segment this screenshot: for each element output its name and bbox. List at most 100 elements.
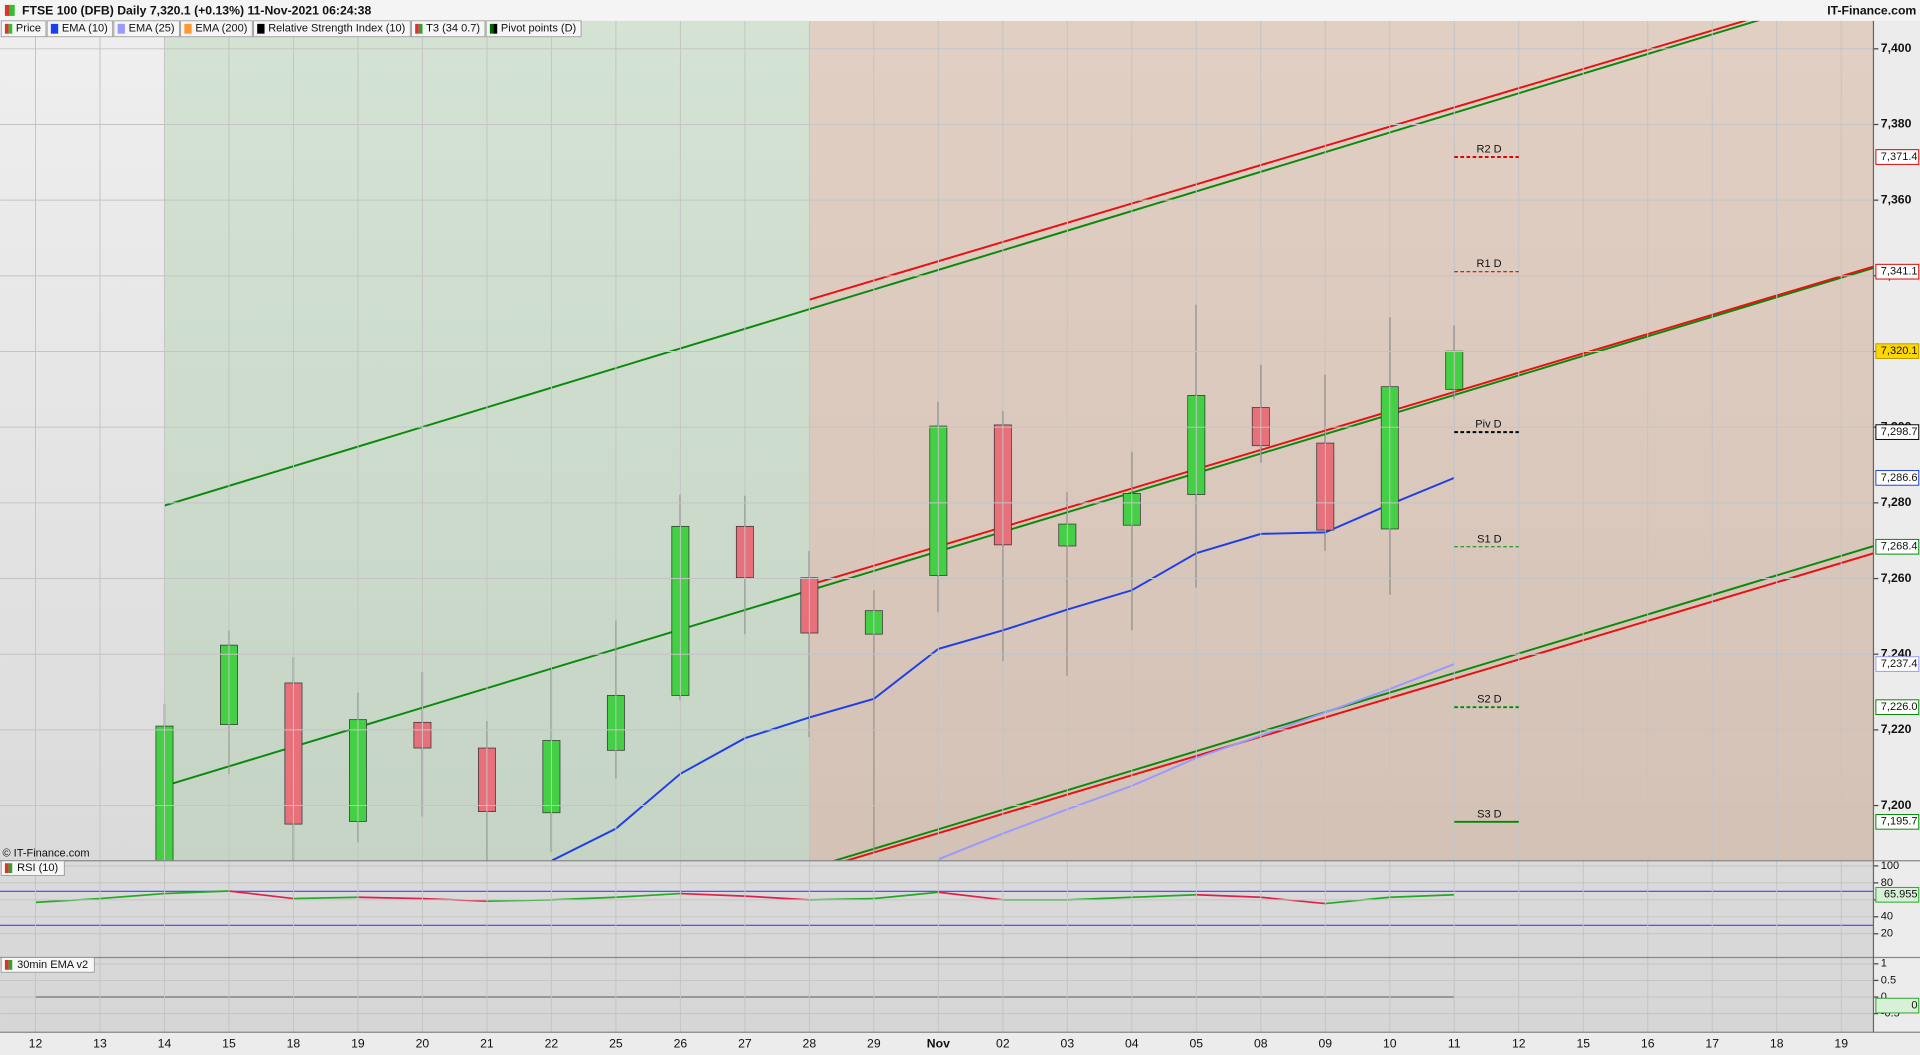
legend-swatch bbox=[50, 23, 59, 34]
x-tick-label: 15 bbox=[222, 1037, 236, 1051]
channel-line bbox=[809, 265, 1874, 586]
channel-line bbox=[164, 267, 1874, 787]
rsi-segment bbox=[1325, 896, 1390, 905]
legend-box bbox=[113, 20, 180, 38]
legend-item: EMA (200) bbox=[180, 20, 253, 38]
panel-title: 30min EMA v2 bbox=[17, 959, 88, 971]
pivot-value-label-box bbox=[1875, 699, 1920, 716]
panel bbox=[155, 20, 1874, 861]
rsi-segment bbox=[1196, 893, 1261, 899]
pivot-value-label-box bbox=[1875, 813, 1920, 830]
price-label-box bbox=[1875, 343, 1920, 359]
y-tick-label: 0 bbox=[1881, 991, 1887, 1003]
rsi-segment bbox=[164, 890, 229, 895]
legend-label: EMA (25) bbox=[129, 23, 175, 35]
legend-label: EMA (10) bbox=[62, 23, 108, 35]
pivot-label: S3 D bbox=[1477, 808, 1502, 820]
y-tick-label: 7,400 bbox=[1881, 41, 1912, 55]
price-label: 7,320.1 bbox=[1881, 345, 1918, 357]
x-tick-label: 17 bbox=[1705, 1037, 1719, 1051]
x-tick-label: 27 bbox=[738, 1037, 752, 1051]
panel-title-icon bbox=[4, 959, 9, 970]
rsi-segment bbox=[615, 892, 681, 899]
pivot-value-label: 7,226.0 bbox=[1881, 701, 1918, 713]
x-tick-label: 04 bbox=[1125, 1037, 1139, 1051]
x-tick-label: 10 bbox=[1383, 1037, 1397, 1051]
legend-swatch bbox=[8, 23, 13, 34]
x-tick-label: 05 bbox=[1190, 1037, 1204, 1051]
legend-swatch bbox=[415, 23, 419, 34]
rsi-segment bbox=[744, 895, 810, 901]
legend-item: EMA (10) bbox=[46, 20, 114, 38]
legend-box bbox=[0, 20, 47, 38]
y-tick-label: 20 bbox=[1881, 928, 1893, 940]
pivot-value-label: 7,298.7 bbox=[1881, 426, 1918, 438]
panel-title-box bbox=[0, 957, 95, 973]
pivot-value-label-box bbox=[1875, 149, 1920, 165]
chart-title: FTSE 100 (DFB) Daily 7,320.1 (+0.13%) 11… bbox=[22, 3, 371, 17]
pivot-value-label-box bbox=[1875, 538, 1920, 555]
x-tick-label: 13 bbox=[93, 1037, 107, 1051]
series-value-label-box bbox=[1875, 656, 1920, 672]
pivot-label: Piv D bbox=[1475, 419, 1501, 431]
x-tick-label: 16 bbox=[1641, 1037, 1655, 1051]
legend-item: Price bbox=[0, 20, 47, 38]
legend-item: T3 (34 0.7) bbox=[411, 20, 486, 38]
legend-box bbox=[46, 20, 114, 38]
x-tick-label: 25 bbox=[609, 1037, 623, 1051]
x-tick-label: 19 bbox=[1834, 1037, 1848, 1051]
x-tick-label: 11 bbox=[1448, 1037, 1461, 1051]
rsi-segment bbox=[293, 896, 358, 900]
ema30-value-label: 0 bbox=[1911, 1000, 1917, 1012]
x-tick-label: 02 bbox=[996, 1037, 1010, 1051]
pivot-label: S1 D bbox=[1477, 533, 1502, 545]
rsi-segment bbox=[1131, 893, 1197, 899]
ema30-value-label-box bbox=[1875, 997, 1920, 1014]
pivot-label: R1 D bbox=[1477, 258, 1502, 270]
y-tick-label: 7,280 bbox=[1881, 495, 1912, 509]
rsi-value-label-box bbox=[1875, 886, 1920, 903]
rsi-segment bbox=[938, 891, 1003, 901]
legend-label: Relative Strength Index (10) bbox=[268, 23, 405, 35]
legend-box bbox=[485, 20, 582, 38]
x-tick-label: 08 bbox=[1254, 1037, 1268, 1051]
channel-shade bbox=[809, 20, 1874, 861]
y-tick-label: 7,260 bbox=[1881, 571, 1912, 585]
pivot-value-label: 7,371.4 bbox=[1881, 151, 1918, 163]
legend-swatch bbox=[257, 23, 265, 34]
x-tick-label: 20 bbox=[416, 1037, 430, 1051]
pivot-label: R2 D bbox=[1477, 144, 1502, 156]
rsi-segment bbox=[99, 892, 165, 900]
y-tick-label: 1 bbox=[1881, 958, 1887, 970]
legend-box bbox=[180, 20, 253, 38]
x-tick-label: 18 bbox=[1770, 1037, 1784, 1051]
series-value-label: 7,286.6 bbox=[1881, 472, 1918, 484]
x-tick-label: 29 bbox=[867, 1037, 881, 1051]
x-tick-label: 21 bbox=[480, 1037, 494, 1051]
x-tick-label: 28 bbox=[803, 1037, 817, 1051]
rsi-segment bbox=[1389, 893, 1455, 899]
x-tick-label: 19 bbox=[351, 1037, 365, 1051]
pivot-value-label: 7,268.4 bbox=[1881, 541, 1918, 553]
panel-title-box bbox=[0, 860, 65, 876]
y-tick-label: 100 bbox=[1881, 860, 1899, 872]
x-tick-label: 12 bbox=[29, 1037, 43, 1051]
x-tick-label: 12 bbox=[1512, 1037, 1526, 1051]
x-tick-label: 03 bbox=[1061, 1037, 1075, 1051]
title-icon bbox=[4, 4, 10, 16]
legend-label: T3 (34 0.7) bbox=[426, 23, 480, 35]
legend-item: EMA (25) bbox=[113, 20, 180, 38]
x-tick-label: 15 bbox=[1576, 1037, 1590, 1051]
rsi-segment bbox=[1260, 896, 1326, 905]
x-tick-label: Nov bbox=[927, 1037, 950, 1051]
rsi-segment bbox=[35, 897, 101, 904]
channel-line bbox=[164, 20, 1761, 507]
title-bar bbox=[0, 0, 1920, 21]
legend-swatch bbox=[418, 23, 423, 34]
pivot-value-label: 7,341.1 bbox=[1881, 266, 1918, 278]
series-value-label-box bbox=[1875, 470, 1920, 486]
y-tick-label: 7,380 bbox=[1881, 117, 1912, 131]
